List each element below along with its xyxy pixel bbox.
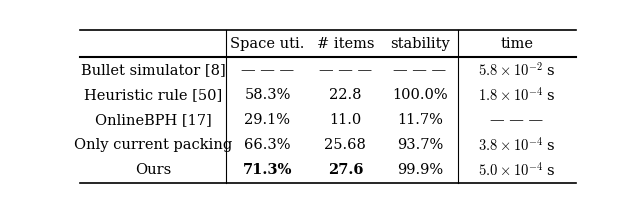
Text: # items: # items — [317, 37, 374, 51]
Text: Ours: Ours — [135, 163, 172, 177]
Text: 11.0: 11.0 — [329, 113, 362, 127]
Text: 58.3%: 58.3% — [244, 88, 291, 102]
Text: 100.0%: 100.0% — [392, 88, 447, 102]
Text: Space uti.: Space uti. — [230, 37, 305, 51]
Text: $5.0 \times 10^{-4}$ s: $5.0 \times 10^{-4}$ s — [478, 161, 556, 179]
Text: $1.8 \times 10^{-4}$ s: $1.8 \times 10^{-4}$ s — [478, 86, 556, 104]
Text: 99.9%: 99.9% — [397, 163, 443, 177]
Text: Bullet simulator [8]: Bullet simulator [8] — [81, 63, 226, 77]
Text: 25.68: 25.68 — [324, 138, 366, 152]
Text: 11.7%: 11.7% — [397, 113, 443, 127]
Text: — — —: — — — — [319, 63, 372, 77]
Text: — — —: — — — — [393, 63, 446, 77]
Text: $3.8 \times 10^{-4}$ s: $3.8 \times 10^{-4}$ s — [478, 136, 556, 154]
Text: Only current packing: Only current packing — [74, 138, 232, 152]
Text: 93.7%: 93.7% — [397, 138, 443, 152]
Text: 66.3%: 66.3% — [244, 138, 291, 152]
Text: 71.3%: 71.3% — [243, 163, 292, 177]
Text: 22.8: 22.8 — [329, 88, 362, 102]
Text: — — —: — — — — [490, 113, 543, 127]
Text: OnlineBPH [17]: OnlineBPH [17] — [95, 113, 212, 127]
Text: 27.6: 27.6 — [328, 163, 363, 177]
Text: $5.8 \times 10^{-2}$ s: $5.8 \times 10^{-2}$ s — [478, 61, 556, 79]
Text: time: time — [500, 37, 534, 51]
Text: stability: stability — [390, 37, 450, 51]
Text: 29.1%: 29.1% — [244, 113, 291, 127]
Text: Heuristic rule [50]: Heuristic rule [50] — [84, 88, 223, 102]
Text: — — —: — — — — [241, 63, 294, 77]
